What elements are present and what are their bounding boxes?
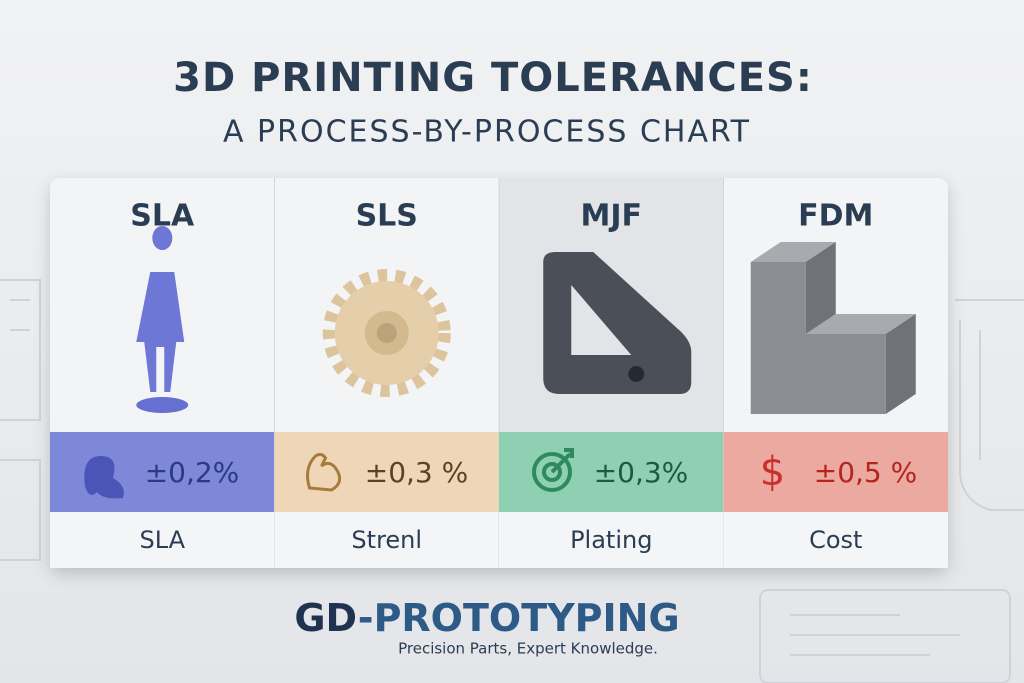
label-band	[274, 512, 499, 568]
card-label: Strenl	[351, 526, 422, 554]
tolerance: ±0,3 %	[365, 456, 469, 489]
card: SLS ±0,3 % Strenl	[274, 178, 499, 568]
tolerance: ±0,3%	[594, 456, 689, 489]
block-top	[750, 242, 916, 334]
bracket-hole	[628, 366, 645, 382]
icon-dollar: $	[760, 449, 785, 495]
subtitle: A PROCESS-BY-PROCESS CHART	[223, 115, 751, 150]
card: SLA±0,2%SLA	[50, 199, 275, 568]
card: MJF ±0,3% Plating	[498, 178, 724, 568]
process-name: MJF	[580, 199, 642, 234]
label-band	[723, 512, 948, 568]
figure	[136, 226, 185, 392]
tolerance: ±0,5 %	[814, 456, 918, 489]
icon-strength	[306, 452, 342, 492]
process-name: SLS	[356, 199, 418, 234]
block-side	[805, 242, 916, 414]
brand-mark: GD	[294, 596, 357, 640]
label-band	[499, 512, 724, 568]
tolerance-band	[274, 432, 499, 512]
brand-name: -PROTOTYPING	[358, 596, 680, 640]
icon-target-inner	[542, 462, 562, 482]
title: 3D PRINTING TOLERANCES:	[173, 55, 813, 101]
card-label: Cost	[809, 526, 862, 554]
gear-teeth	[322, 269, 451, 397]
background-sketch	[0, 279, 1024, 683]
block-front	[750, 262, 886, 414]
brand: GD-PROTOTYPING	[294, 596, 679, 640]
label-band	[50, 512, 275, 568]
icon-arrow	[550, 448, 574, 474]
tolerance-band	[723, 432, 948, 512]
gear-hole	[376, 323, 397, 343]
figure-base	[136, 397, 189, 413]
tagline: Precision Parts, Expert Knowledge.	[398, 640, 658, 658]
card-label: SLA	[139, 526, 185, 554]
bracket	[543, 252, 692, 394]
card: FDM $ ±0,5 % Cost	[723, 178, 948, 568]
tolerance: ±0,2%	[145, 456, 240, 489]
icon-target	[532, 452, 572, 492]
tolerance-band	[499, 432, 724, 512]
process-name: FDM	[798, 199, 873, 234]
card-label: Plating	[570, 526, 652, 554]
icon-person	[84, 456, 124, 499]
